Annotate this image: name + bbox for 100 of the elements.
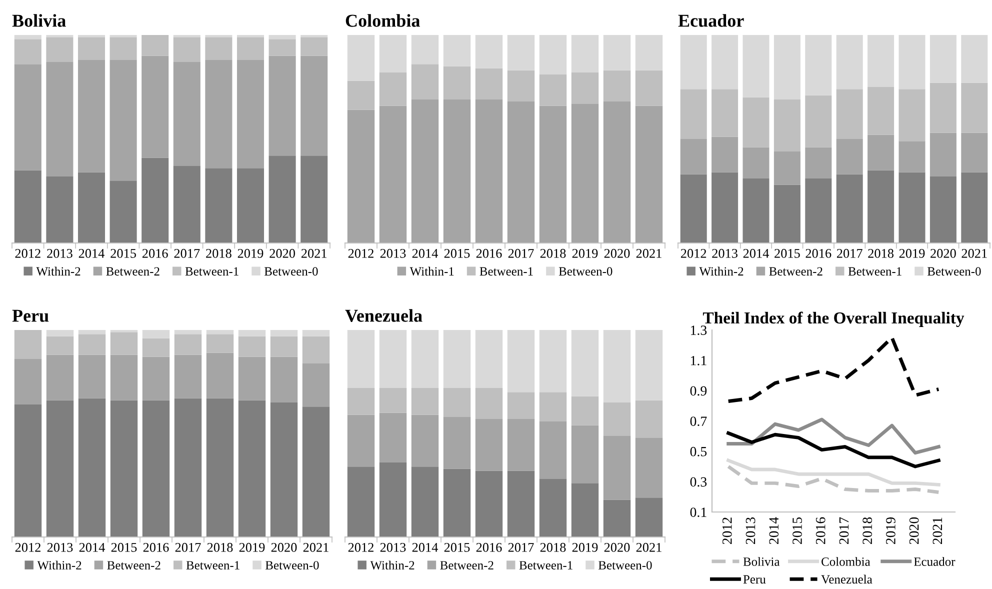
chart-title: Colombia (346, 14, 420, 27)
bar (14, 35, 42, 40)
bar (712, 89, 738, 137)
bar (836, 35, 863, 90)
x-tick-label: 2017 (175, 542, 201, 552)
bar (236, 60, 264, 168)
legend-label: Between-0 (265, 561, 319, 570)
x-tick-label: 2016 (816, 517, 826, 544)
bar (78, 354, 106, 398)
chart-title: Theil Index of the Overall Inequality (702, 312, 964, 327)
bar (142, 338, 170, 357)
legend-label: Bolivia (743, 557, 780, 566)
bar (571, 330, 599, 396)
bar (270, 336, 298, 357)
bar (443, 468, 471, 537)
bar (742, 147, 770, 179)
bar (443, 416, 471, 469)
bar (539, 479, 567, 537)
bar (475, 68, 503, 100)
bar (805, 178, 832, 243)
bar (379, 388, 407, 413)
chart-title: Ecuador (678, 14, 744, 27)
bar (571, 35, 599, 72)
x-tick-label: 2018 (207, 542, 233, 552)
bar (898, 172, 926, 243)
legend-label: Between-1 (480, 267, 533, 276)
bar (46, 330, 74, 336)
x-tick-label: 2018 (540, 542, 566, 552)
x-tick-label: 2021 (932, 518, 942, 544)
bar (635, 400, 663, 438)
bar (507, 35, 535, 70)
bar (635, 438, 663, 498)
bar (507, 70, 535, 102)
y-tick-label: 1.3 (691, 326, 707, 336)
chart-title: Peru (12, 310, 49, 322)
bar (898, 35, 926, 90)
bar (174, 334, 202, 355)
bar (539, 421, 567, 480)
bar (46, 354, 74, 400)
bar (930, 82, 956, 133)
bar (475, 388, 503, 420)
x-tick-label: 2012 (722, 518, 732, 544)
x-tick-label: 2020 (270, 248, 295, 258)
x-tick-label: 2014 (412, 248, 438, 258)
bar (507, 470, 535, 537)
bar (571, 425, 599, 484)
bar (206, 330, 234, 334)
x-tick-label: 2019 (572, 248, 598, 258)
bar (868, 170, 894, 243)
bar (238, 336, 266, 357)
bar (174, 354, 202, 398)
bar (142, 56, 169, 158)
x-tick-label: 2018 (206, 248, 232, 258)
legend-label: Within-2 (36, 266, 80, 276)
bar (930, 176, 956, 243)
legend-label: Between-1 (519, 561, 572, 570)
bar (712, 35, 738, 90)
bar (475, 35, 503, 68)
bar (173, 166, 200, 243)
bar (539, 330, 567, 392)
bar (411, 64, 439, 100)
bar (539, 74, 567, 106)
bar (930, 35, 956, 83)
bar (173, 37, 200, 62)
bar (635, 498, 663, 537)
bar (270, 356, 298, 402)
bar (300, 37, 328, 56)
chart-title: Bolivia (12, 14, 66, 27)
bar (379, 35, 407, 72)
legend-label: Ecuador (914, 557, 956, 566)
x-tick-label: 2019 (899, 248, 925, 258)
bar (302, 406, 330, 537)
bar (347, 110, 375, 243)
y-tick-label: 0.7 (690, 416, 707, 426)
x-tick-label: 2013 (380, 542, 406, 552)
bar (379, 412, 407, 462)
bar (14, 330, 42, 359)
bar (539, 106, 567, 243)
bar (14, 404, 42, 537)
x-tick-label: 2018 (868, 248, 894, 258)
bar (774, 99, 800, 152)
bar (14, 64, 42, 170)
bar (603, 500, 631, 537)
bar (507, 419, 535, 471)
bar (268, 39, 296, 56)
x-tick-label: 2015 (774, 248, 800, 258)
line-series (726, 336, 940, 404)
x-tick-label: 2016 (476, 248, 502, 258)
x-tick-label: 2017 (839, 517, 849, 544)
bar (868, 35, 894, 87)
legend-label: Between-1 (185, 267, 238, 276)
bar (268, 156, 296, 243)
bar (443, 35, 471, 66)
x-tick-label: 2015 (111, 542, 137, 552)
bar (78, 172, 106, 243)
bar (236, 168, 264, 243)
bar (302, 336, 330, 364)
bar (110, 37, 137, 60)
x-tick-label: 2014 (769, 517, 779, 544)
legend-label: Between-2 (769, 267, 822, 276)
